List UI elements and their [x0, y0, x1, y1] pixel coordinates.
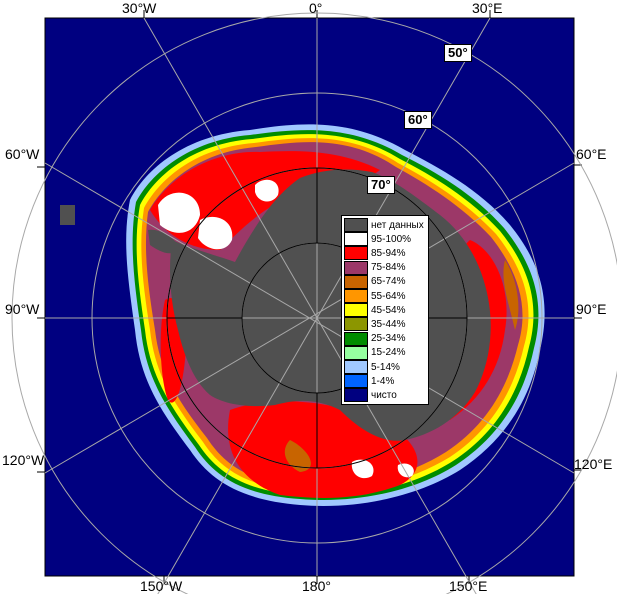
legend-label: 35-44%	[371, 318, 406, 330]
lon-label-30w-top: 30°W	[122, 0, 157, 16]
legend-item: 75-84%	[344, 260, 426, 275]
lat-label-50: 50°	[444, 44, 472, 62]
lat-label-70: 70°	[367, 176, 395, 194]
lon-label-120w-left: 120°W	[2, 452, 45, 468]
lon-label-150e-bottom: 150°E	[449, 578, 488, 594]
legend-swatch	[344, 289, 368, 303]
legend-swatch	[344, 331, 368, 346]
legend-swatch	[344, 274, 368, 289]
no-data-coast-spot	[60, 205, 75, 225]
ice-patch-white-4	[351, 459, 374, 479]
legend-item: 55-64%	[344, 289, 426, 303]
legend-label: 65-74%	[371, 276, 406, 288]
legend-label: нет данных	[371, 219, 424, 231]
legend-item: 45-54%	[344, 303, 426, 318]
legend-swatch	[344, 260, 368, 275]
lon-label-180-bottom: 180°	[302, 578, 331, 594]
legend-item: 85-94%	[344, 246, 426, 261]
ice-patch-white-1	[158, 192, 200, 233]
legend-label: 25-34%	[371, 333, 406, 345]
legend-item: 1-4%	[344, 374, 426, 389]
legend-swatch	[344, 317, 368, 332]
legend-label: 95-100%	[371, 233, 412, 245]
ice-patch-orange-2	[284, 440, 311, 472]
ice-patch-white-5	[397, 463, 414, 478]
lon-label-60w-left: 60°W	[5, 146, 40, 162]
lon-label-30e-top: 30°E	[472, 0, 503, 16]
legend-item: 35-44%	[344, 317, 426, 332]
legend-swatch	[344, 218, 368, 232]
legend-swatch	[344, 303, 368, 318]
legend-label: 55-64%	[371, 290, 406, 302]
legend-item: нет данных	[344, 218, 426, 232]
lon-label-150w-bottom: 150°W	[140, 578, 183, 594]
lat-label-60: 60°	[404, 111, 432, 129]
legend-label: чисто	[371, 389, 397, 401]
ice-patch-orange	[503, 260, 519, 330]
legend-label: 1-4%	[371, 375, 395, 387]
lon-label-90e-right: 90°E	[576, 301, 607, 317]
legend-swatch	[344, 388, 368, 403]
legend-swatch	[344, 360, 368, 374]
legend-item: чисто	[344, 388, 426, 403]
ice-patch-white-3	[255, 179, 279, 202]
legend-swatch	[344, 345, 368, 360]
legend-label: 75-84%	[371, 262, 406, 274]
legend-swatch	[344, 232, 368, 247]
legend-swatch	[344, 374, 368, 389]
map-legend: нет данных 95-100% 85-94% 75-84% 65-74% 55-64…	[341, 215, 429, 405]
legend-item: 5-14%	[344, 360, 426, 374]
lon-label-60e-right: 60°E	[576, 146, 607, 162]
legend-swatch	[344, 246, 368, 261]
legend-item: 95-100%	[344, 232, 426, 247]
ice-patch-white-2	[198, 216, 233, 250]
lon-label-90w-left: 90°W	[5, 301, 40, 317]
legend-label: 45-54%	[371, 304, 406, 316]
lon-label-120e-right: 120°E	[574, 456, 613, 472]
legend-item: 65-74%	[344, 274, 426, 289]
legend-label: 15-24%	[371, 347, 406, 359]
legend-label: 85-94%	[371, 247, 406, 259]
lon-label-0-top: 0°	[309, 0, 323, 16]
legend-label: 5-14%	[371, 361, 400, 373]
no-data-peninsula	[148, 229, 180, 254]
legend-item: 15-24%	[344, 345, 426, 360]
legend-item: 25-34%	[344, 331, 426, 346]
